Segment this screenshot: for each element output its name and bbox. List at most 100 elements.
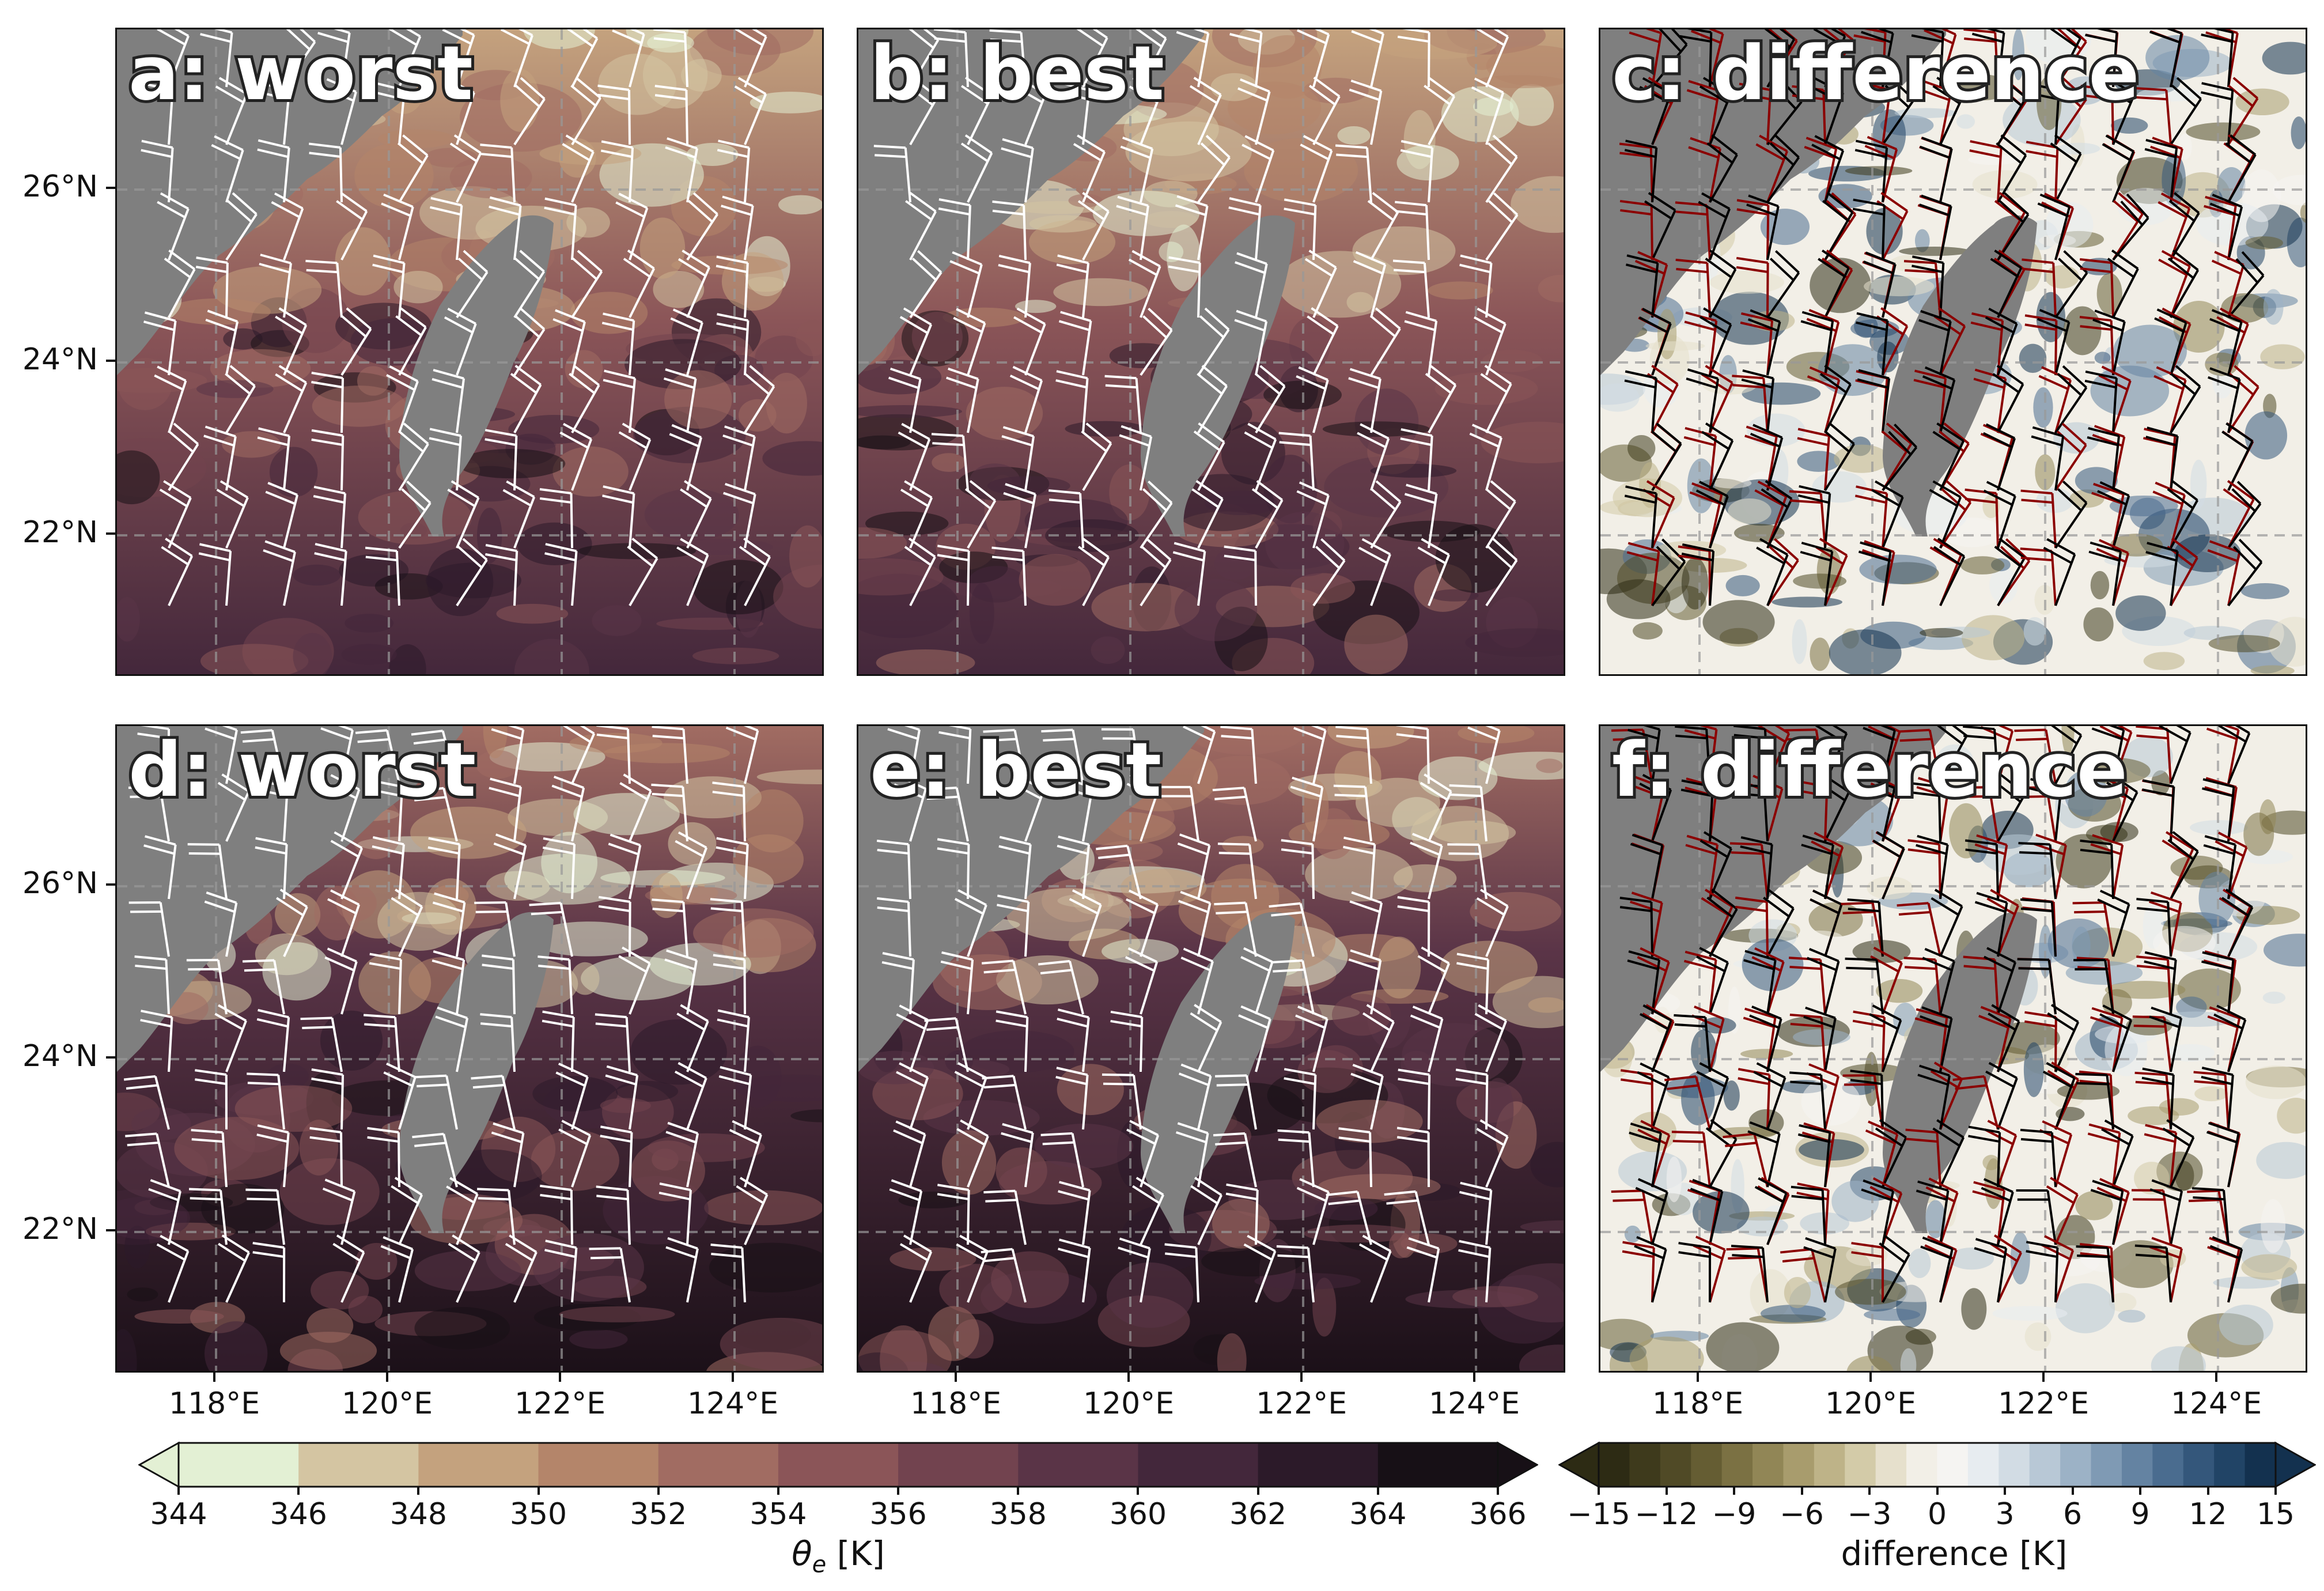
wind-barb <box>1952 1075 1999 1130</box>
wind-barb <box>713 954 746 1015</box>
wind-barb <box>449 134 482 203</box>
wind-barb <box>1922 947 1955 1015</box>
wind-barb <box>1058 1181 1091 1245</box>
wind-barb <box>1630 834 1664 900</box>
wind-barb <box>205 309 239 376</box>
colorbar-tick <box>2139 1487 2141 1495</box>
wind-barb <box>1872 831 1905 900</box>
wind-barb <box>1396 726 1430 784</box>
wind-barb <box>989 29 1027 88</box>
wind-barb <box>1922 366 1956 433</box>
wind-barb <box>397 134 429 203</box>
wind-barb <box>1420 773 1452 842</box>
wind-barb <box>257 427 291 491</box>
wind-barb <box>1193 422 1225 491</box>
wind-barb <box>571 250 603 319</box>
latitude-label: 24°N <box>22 342 98 377</box>
mainland-china <box>117 29 463 375</box>
wind-barb <box>931 433 969 491</box>
wind-barb <box>1296 1178 1330 1245</box>
colorbar-tick <box>777 1487 779 1495</box>
colorbar-tick-label: −12 <box>1634 1497 1698 1532</box>
wind-barb <box>1235 252 1268 318</box>
wind-barb <box>1974 834 2008 900</box>
wind-barb <box>653 29 688 88</box>
latitude-label: 24°N <box>22 1039 98 1074</box>
colorbar-swatch <box>538 1443 659 1487</box>
wind-barb <box>398 422 429 492</box>
wind-barb <box>1985 1061 2018 1130</box>
wind-barb <box>1471 77 1505 145</box>
colorbar-swatch <box>2214 1443 2246 1487</box>
wind-barb <box>1924 29 1957 88</box>
wind-barb <box>1290 776 1324 842</box>
wind-barb <box>2134 86 2172 145</box>
wind-barb <box>1278 432 1315 491</box>
wind-barb <box>1060 776 1094 842</box>
wind-barb <box>1404 311 1438 376</box>
wind-barb <box>1213 1132 1257 1188</box>
wind-barb <box>477 1188 516 1245</box>
colorbar-tick <box>2004 1487 2006 1495</box>
wind-barb <box>157 29 190 88</box>
colorbar-tick-label: 15 <box>2256 1497 2295 1532</box>
longitude-label: 122°E <box>514 1386 606 1421</box>
wind-barb <box>558 1120 592 1188</box>
longitude-tick <box>1300 1373 1303 1382</box>
wind-barb <box>148 1179 181 1245</box>
wind-barb <box>1982 423 2016 491</box>
theta-colorbar <box>138 1441 1538 1488</box>
colorbar-tick <box>897 1487 900 1495</box>
latitude-tick <box>106 1229 115 1231</box>
mainland-china <box>858 29 1204 375</box>
wind-barb <box>2042 1061 2076 1130</box>
wind-barb <box>2203 835 2237 900</box>
wind-barb <box>1675 726 1711 784</box>
colorbar-tick-label: 360 <box>1109 1497 1167 1532</box>
wind-barb <box>1985 307 2018 376</box>
wind-barb <box>2080 839 2114 900</box>
wind-barb <box>275 365 308 433</box>
wind-barb <box>676 538 709 606</box>
wind-barb <box>137 726 170 784</box>
wind-barb <box>991 546 1027 606</box>
wind-barb <box>717 1009 750 1072</box>
wind-barb <box>1140 538 1172 607</box>
wind-barb <box>1055 1067 1089 1130</box>
colorbar-tick-label: 0 <box>1927 1497 1947 1532</box>
wind-barb <box>1215 1074 1257 1130</box>
wind-barb <box>2167 831 2199 900</box>
longitude-tick <box>1127 1373 1130 1382</box>
wind-barb <box>2144 1124 2178 1188</box>
colorbar-swatch <box>1814 1443 1846 1487</box>
wind-barb <box>1126 1120 1160 1188</box>
wind-barb <box>427 837 461 900</box>
wind-barb <box>907 77 938 145</box>
wind-barb <box>2041 1235 2075 1303</box>
wind-barb <box>198 543 232 606</box>
wind-barb <box>1875 1119 1907 1188</box>
wind-barb <box>881 952 915 1015</box>
map-panel-f: f: difference <box>1599 724 2307 1373</box>
wind-barb <box>1863 251 1897 318</box>
wind-barb <box>1986 889 2019 957</box>
wind-barb <box>961 77 993 145</box>
colorbar-tick-label: 362 <box>1229 1497 1287 1532</box>
wind-barb <box>2026 141 2059 203</box>
wind-barb <box>1326 1190 1372 1245</box>
colorbar-tick-label: 358 <box>989 1497 1047 1532</box>
wind-barb <box>1789 1014 1826 1072</box>
wind-barb <box>1168 256 1201 318</box>
wind-barb <box>542 1010 575 1072</box>
wind-barb <box>2191 1187 2230 1245</box>
colorbar-tick <box>1137 1487 1140 1495</box>
wind-barb <box>1732 783 1769 842</box>
wind-barb <box>956 1234 989 1303</box>
wind-barb <box>1384 1190 1430 1245</box>
wind-barb <box>1988 1004 2020 1072</box>
colorbar-swatch <box>658 1443 779 1487</box>
wind-barb <box>2076 1245 2114 1303</box>
wind-barb <box>1696 947 1729 1015</box>
wind-barb <box>595 1013 631 1072</box>
wind-barb <box>311 1068 345 1130</box>
